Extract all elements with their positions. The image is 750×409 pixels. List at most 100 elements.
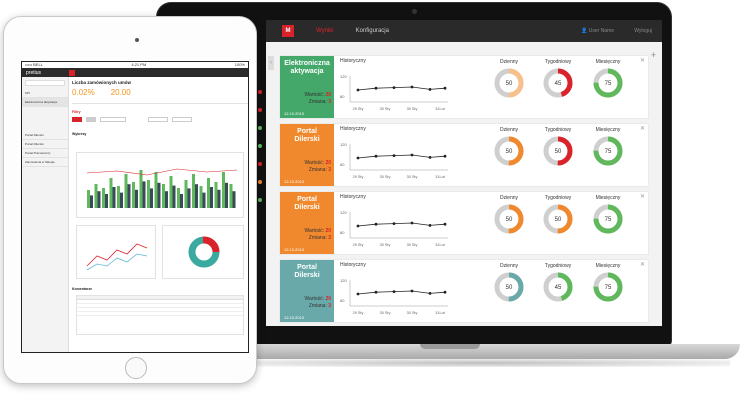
sidebar-item[interactable]: Portal Dilerski	[22, 131, 68, 140]
bar	[202, 192, 206, 208]
close-icon[interactable]: ✕	[639, 58, 645, 64]
comments-title: Komentarze	[72, 287, 93, 291]
kpi-card[interactable]: Portal Dilerski Wartość: 20 Zmiana: 3 12.10…	[280, 192, 648, 254]
x-tick: 30 Sty	[407, 175, 418, 179]
donut-fill	[494, 68, 524, 98]
status-dot	[258, 144, 262, 148]
filter-button[interactable]	[86, 117, 96, 122]
brand-logo[interactable]: pretius	[26, 69, 42, 76]
y-tick: 120	[340, 74, 347, 79]
sidebar-item[interactable]: KPI	[22, 89, 68, 98]
bar	[117, 186, 120, 208]
laptop-shadow	[230, 359, 730, 367]
donut-gauge: 50	[494, 272, 524, 302]
value-label: Wartość:	[304, 296, 325, 302]
y-tick: 120	[340, 142, 347, 147]
metric-value: 20.00	[110, 88, 131, 97]
value-row: Wartość: 20	[305, 160, 332, 166]
history-point	[356, 156, 360, 160]
bar	[210, 187, 213, 208]
laptop-lip	[420, 344, 480, 349]
status-bar: ••••• BELL 4:21 PM 100%	[22, 62, 248, 68]
y-tick: 80	[340, 162, 345, 167]
history-point	[443, 222, 447, 226]
bar	[225, 182, 228, 208]
logout-link[interactable]: Wyloguj	[634, 28, 652, 34]
change-number: 3	[328, 99, 331, 105]
home-button[interactable]	[125, 357, 147, 379]
close-icon[interactable]: ✕	[639, 126, 645, 132]
sidebar-item[interactable]: Portal Dilerski	[22, 140, 68, 149]
date-from-input[interactable]	[148, 117, 168, 122]
bar	[177, 188, 180, 208]
user-name-label: User Name	[588, 28, 614, 34]
history-point	[410, 153, 414, 157]
bar	[87, 190, 90, 208]
donut-title: Tygodniowy	[544, 263, 572, 269]
kpi-card[interactable]: Portal Dilerski Wartość: 20 Zmiana: 3 12.10…	[280, 124, 648, 186]
camera-icon	[135, 38, 139, 42]
laptop-screen: M Wyniki Konfiguracja 👤 User Name Wylogu…	[266, 20, 662, 326]
date-to-input[interactable]	[172, 117, 192, 122]
card-label-panel: Portal Dilerski Wartość: 20 Zmiana: 3 12.10…	[280, 124, 334, 186]
change-label: Zmiana:	[308, 235, 327, 241]
history-point	[410, 85, 414, 89]
history-point	[374, 290, 378, 294]
bar	[90, 195, 93, 208]
donut-gauge: 75	[593, 204, 623, 234]
bar	[172, 185, 176, 208]
card-date: 12.10.2013	[284, 111, 305, 116]
bar	[154, 172, 158, 208]
sidebar-item[interactable]: Portal Pracowniczy	[22, 149, 68, 158]
y-tick: 120	[340, 210, 347, 215]
app-logo[interactable]	[69, 69, 76, 76]
close-icon[interactable]: ✕	[639, 194, 645, 200]
history-point	[428, 224, 432, 227]
kpi-card[interactable]: Portal Dilerski Wartość: 20 Zmiana: 3 12.10…	[280, 260, 648, 322]
add-card-icon[interactable]: +	[650, 50, 656, 60]
app-logo[interactable]: M	[282, 25, 294, 37]
tab-konfiguracja[interactable]: Konfiguracja	[355, 28, 389, 34]
change-label: Zmiana:	[308, 303, 327, 309]
donut-gauge: 75	[593, 136, 623, 166]
kpi-card[interactable]: Elektroniczna aktywacja Wartość: 20 Zmiana…	[280, 56, 648, 118]
collapse-sidebar-icon[interactable]: ‹	[268, 56, 274, 70]
donut-gauge: 45	[543, 68, 573, 98]
history-line	[357, 86, 446, 91]
close-icon[interactable]: ✕	[639, 262, 645, 268]
search-input[interactable]	[25, 80, 65, 86]
change-number: 3	[328, 167, 331, 173]
donut-value: 50	[506, 81, 513, 87]
history-point	[392, 154, 396, 157]
user-icon: 👤	[581, 28, 588, 34]
history-svg: 120 80 29 Sty 30 Sty 30 Sty 31Lut	[340, 278, 448, 315]
x-tick: 31Lut	[435, 107, 445, 111]
bar	[229, 184, 233, 208]
sidebar-item[interactable]: Zamówienia w Sklepie	[22, 158, 68, 167]
filter-select[interactable]	[100, 117, 126, 122]
page-title: Liczba zamówionych umów	[72, 80, 132, 85]
bar	[142, 181, 146, 208]
value-number: 20	[325, 296, 331, 302]
user-name[interactable]: 👤 User Name	[581, 28, 614, 34]
history-point	[443, 154, 447, 158]
tab-wyniki[interactable]: Wyniki	[316, 28, 334, 34]
filter-button[interactable]	[72, 117, 82, 122]
donut-gauge: 75	[593, 272, 623, 302]
status-dot	[258, 90, 262, 94]
x-tick: 30 Sty	[407, 311, 418, 315]
donut-value: 75	[605, 285, 612, 291]
bar	[157, 182, 161, 208]
history-svg: 120 80 29 Sty 30 Sty 30 Sty 31Lut	[340, 142, 448, 179]
donut-title: Miesięczny	[595, 59, 621, 65]
x-tick: 30 Sty	[407, 243, 418, 247]
change-row: Zmiana: 3	[309, 303, 331, 309]
bar	[94, 184, 98, 208]
donut-title: Dzienny	[499, 263, 519, 269]
trend-line	[86, 168, 238, 176]
donut-title: Dzienny	[499, 59, 519, 65]
sidebar-item[interactable]: Elektroniczna aktywacja	[22, 98, 68, 107]
history-point	[428, 292, 432, 295]
history-point	[356, 292, 360, 296]
y-tick: 80	[340, 298, 345, 303]
